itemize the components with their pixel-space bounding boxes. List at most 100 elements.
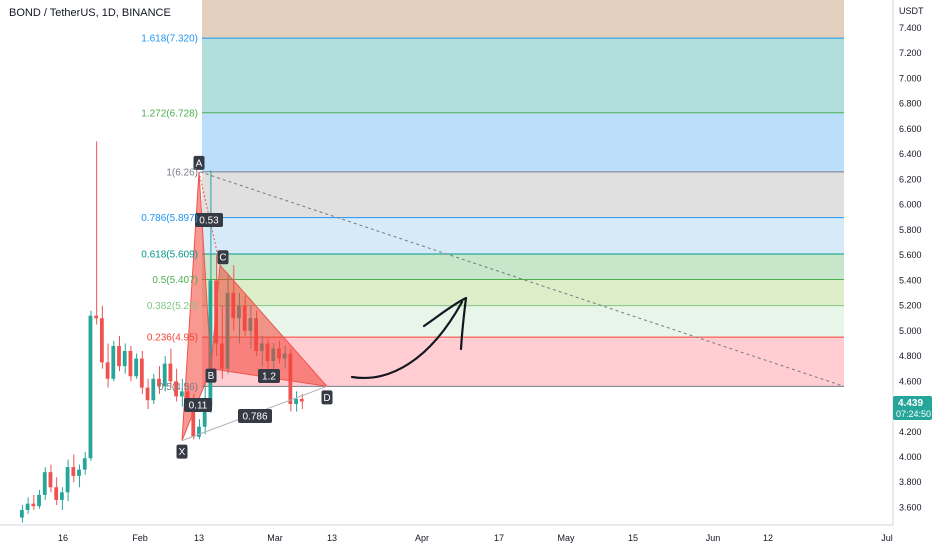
time-tick-label: May [557,533,575,543]
candle-body [105,362,110,379]
fib-zone [202,279,844,306]
candle-body [191,398,196,437]
candle-body [48,472,53,488]
candle-body [202,406,207,427]
fib-zone [202,217,844,254]
candle-body [99,318,104,363]
price-tick-label: 7.400 [899,23,922,33]
fib-label: 0.236(4.95) [147,333,198,344]
candle-body [139,358,144,388]
price-tick-label: 6.000 [899,200,922,210]
candle-body [168,363,173,382]
candle-body [88,315,93,459]
fib-label: 1(6.26) [166,167,198,178]
price-tick-label: 4.800 [899,351,922,361]
trend-lines [199,171,845,387]
fibonacci-zones [202,0,844,387]
fib-label: 0.618(5.609) [141,249,198,260]
candle-body [299,398,304,402]
candle-body [145,387,150,401]
chart-title: BOND / TetherUS, 1D, BINANCE [6,6,174,20]
ratio-label: 0.11 [189,401,208,412]
ratio-label-box [195,213,223,227]
fib-zone [202,38,844,113]
harmonic-pattern: X A B C D 0.53 0.11 1.2 0.786 [176,155,333,459]
candle-body [77,469,81,476]
candle-body [117,345,121,367]
candle-body [20,509,24,518]
candle-body [151,378,156,401]
fib-label: 0.382(5.20) [147,301,198,312]
candle-body [174,381,179,397]
ratio-label: 1.2 [262,372,276,383]
time-tick-label: Feb [132,533,148,543]
time-tick-label: 12 [763,533,773,543]
price-tick-label: 5.000 [899,326,922,336]
trend-line-dashed [199,171,845,387]
fib-label: 0.786(5.897) [141,213,198,224]
point-b-box [205,368,217,383]
candle-body [31,503,36,507]
fib-zone [202,171,844,218]
candle-body [162,363,167,387]
point-d: D [323,393,330,404]
candle-body [71,467,76,476]
time-tick-label: 16 [58,533,68,543]
countdown-timer: 07:24:50 [896,409,931,419]
time-tick-label: 13 [327,533,337,543]
fib-label: 0.5(5.407) [152,275,198,286]
candle-body [122,351,127,367]
price-axis-unit: USDT [899,6,924,16]
candle-body [42,472,47,495]
price-axis[interactable]: USDT3.6003.8004.0004.2004.4004.6004.8005… [894,0,932,550]
point-c: C [219,253,226,264]
time-tick-label: 15 [628,533,638,543]
price-tick-label: 4.200 [899,427,922,437]
price-tick-label: 3.800 [899,477,922,487]
current-price-value: 4.439 [898,398,923,409]
candle-body [65,467,70,493]
point-b: B [208,371,215,382]
point-a-box [193,155,205,170]
price-tick-label: 6.400 [899,149,922,159]
candle-body [54,487,59,500]
price-axis-bg [894,0,932,550]
price-tick-label: 6.600 [899,124,922,134]
ratio-label: 0.53 [199,216,219,227]
time-tick-label: Apr [415,533,429,543]
price-tick-label: 4.000 [899,452,922,462]
point-a: A [196,158,203,169]
current-price-badge [893,396,932,420]
time-tick-label: 13 [194,533,204,543]
point-x: X [179,447,186,458]
candle-body [94,315,99,319]
ratio-label-box [184,398,212,412]
time-tick-label: Jul [881,533,893,543]
candle-body [197,426,201,437]
point-x-box [176,444,188,459]
price-tick-label: 7.200 [899,48,922,58]
fib-label: 0.5(4.56) [158,382,198,393]
time-tick-label: 17 [494,533,504,543]
price-tick-label: 5.400 [899,275,922,285]
price-tick-label: 3.600 [899,502,922,512]
fib-zone-top [202,0,844,39]
fib-zone [202,112,844,172]
time-axis[interactable]: 16 Feb 13 Mar 13 Apr 17 May 15 Jun 12 Jul [58,533,893,543]
price-tick-label: 5.800 [899,225,922,235]
candle-body [208,280,213,407]
time-tick-label: Jun [706,533,721,543]
ratio-label-box [258,369,280,383]
ratio-label-box [238,409,272,423]
price-tick-label: 7.000 [899,73,922,83]
candle-body [37,494,41,507]
forecast-arrow [350,296,468,379]
fib-label: 1.272(6.728) [141,108,198,119]
point-c-box [217,250,229,265]
candle-body [157,378,161,387]
fib-zone [202,253,844,280]
grid [0,0,894,526]
time-tick-label: Mar [267,533,283,543]
candle-body [179,391,184,397]
